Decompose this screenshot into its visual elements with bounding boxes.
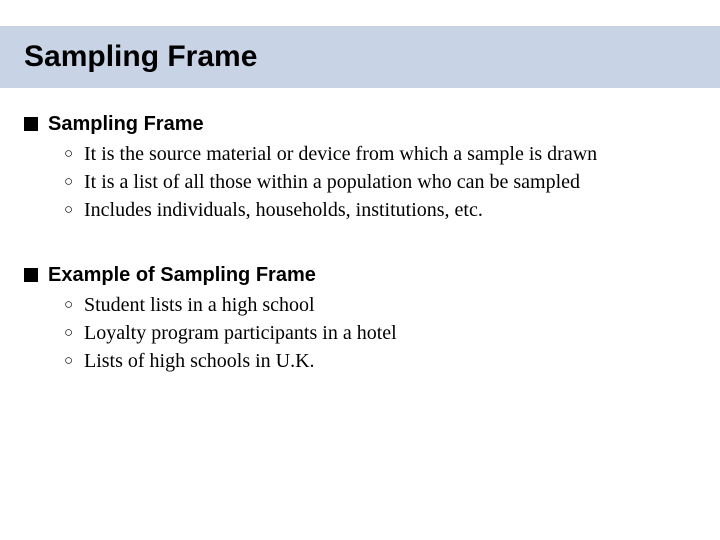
circle-bullet-icon: ○ [64, 292, 84, 318]
list-item-l2: ○ It is the source material or device fr… [64, 141, 696, 167]
slide-content: Sampling Frame ○ It is the source materi… [24, 112, 696, 376]
list-item-l1: Sampling Frame [24, 112, 696, 137]
circle-bullet-icon: ○ [64, 197, 84, 223]
l2-text: Loyalty program participants in a hotel [84, 320, 397, 346]
square-bullet-icon [24, 117, 38, 131]
list-item-l2: ○ Includes individuals, households, inst… [64, 197, 696, 223]
list-item-l2: ○ Loyalty program participants in a hote… [64, 320, 696, 346]
list-item-l1: Example of Sampling Frame [24, 263, 696, 288]
section-gap [24, 225, 696, 255]
list-item-l2: ○ Lists of high schools in U.K. [64, 348, 696, 374]
l2-text: It is the source material or device from… [84, 141, 597, 167]
slide-title: Sampling Frame [0, 40, 257, 74]
circle-bullet-icon: ○ [64, 348, 84, 374]
l2-text: Includes individuals, households, instit… [84, 197, 483, 223]
square-bullet-icon [24, 268, 38, 282]
circle-bullet-icon: ○ [64, 320, 84, 346]
title-band: Sampling Frame [0, 26, 720, 88]
slide: Sampling Frame Sampling Frame ○ It is th… [0, 0, 720, 540]
list-item-l2: ○ It is a list of all those within a pop… [64, 169, 696, 195]
circle-bullet-icon: ○ [64, 141, 84, 167]
circle-bullet-icon: ○ [64, 169, 84, 195]
l1-heading: Sampling Frame [48, 112, 204, 137]
l2-text: Student lists in a high school [84, 292, 315, 318]
l2-text: It is a list of all those within a popul… [84, 169, 580, 195]
l2-text: Lists of high schools in U.K. [84, 348, 315, 374]
l1-heading: Example of Sampling Frame [48, 263, 316, 288]
list-item-l2: ○ Student lists in a high school [64, 292, 696, 318]
